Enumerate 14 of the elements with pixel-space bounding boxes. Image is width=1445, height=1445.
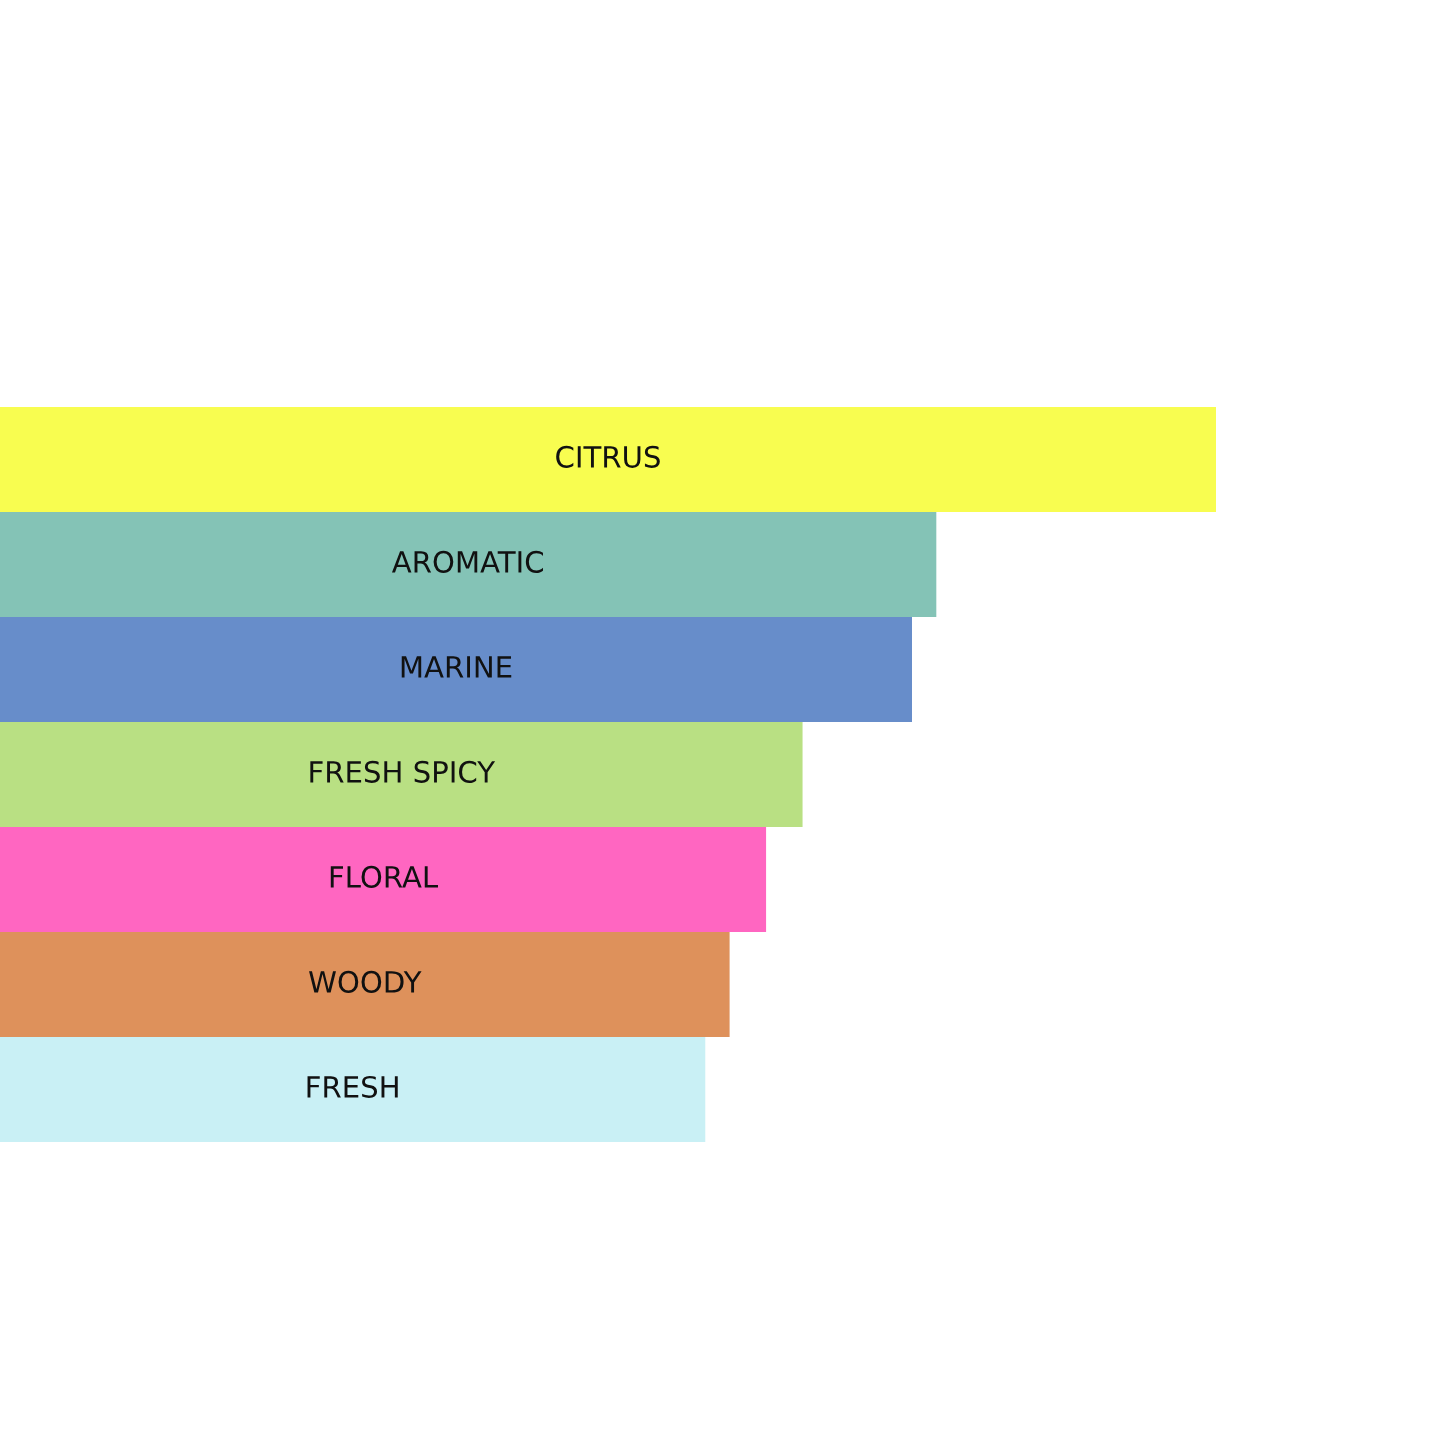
bar [0, 826, 767, 932]
bar [0, 721, 803, 827]
y-tick-label: FLORAL [330, 865, 438, 888]
bar [0, 931, 730, 1037]
y-tick-label: WOODY [309, 970, 422, 993]
y-tick-label: FRESH SPICY [310, 760, 496, 783]
y-tick-label: CITRUS [556, 445, 660, 468]
y-tick-label: MARINE [401, 656, 512, 678]
bar [0, 406, 1216, 512]
bar [0, 511, 937, 617]
bar [0, 616, 912, 722]
bar [0, 1036, 706, 1142]
y-tick-label: AROMATIC [391, 550, 543, 573]
y-tick-label: FRESH [307, 1075, 398, 1098]
